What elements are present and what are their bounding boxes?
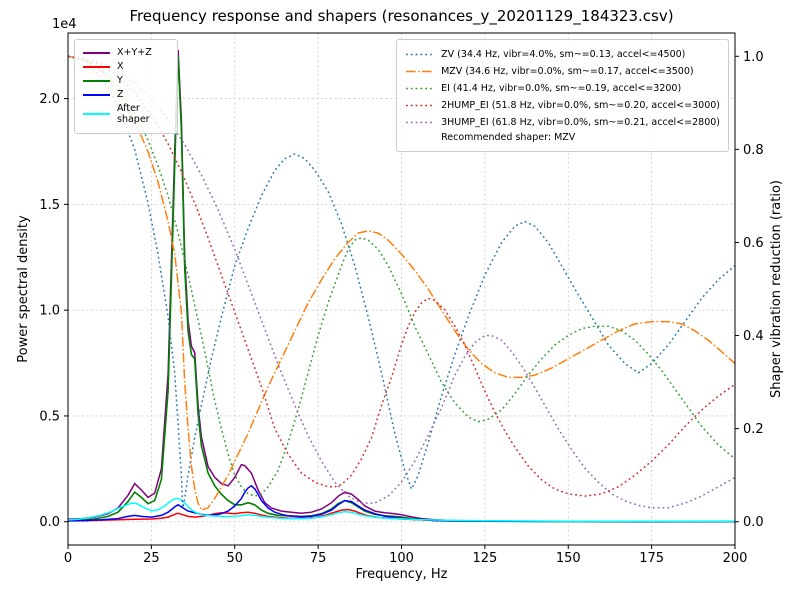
legend-item-after-shaper: After shaper [83,103,169,127]
legend-item-ei: EI (41.4 Hz, vibr=0.0%, sm~=0.19, accel<… [405,81,720,96]
legend-label: Y [117,74,123,86]
x-axis-label: Frequency, Hz [355,567,448,582]
recommended-shaper-note: Recommended shaper: MZV [441,132,576,143]
series-mzv [68,55,735,512]
legend-label: 3HUMP_EI (61.8 Hz, vibr=0.0%, sm~=0.21, … [441,116,720,128]
legend-swatch [406,53,435,56]
y-right-tick-label: 1.0 [743,50,764,65]
legend-swatch [83,113,110,116]
y-left-tick-label: 0.5 [39,409,60,424]
y-left-tick-label: 1.5 [39,198,60,213]
series-2hump-ei [68,55,735,497]
x-tick-label: 200 [723,551,748,566]
y-left-tick-label: 1.0 [39,304,60,319]
legend-item-y: Y [83,75,169,87]
legend-item-x: X [83,61,169,73]
legend-swatch [83,65,110,68]
legend-swatch [406,121,435,124]
legend-item-2hump-ei: 2HUMP_EI (51.8 Hz, vibr=0.0%, sm~=0.20, … [405,98,720,113]
series-3hump-ei [68,55,735,509]
y-axis-offset-text: 1e4 [52,17,77,32]
legend-swatch [83,93,110,96]
series-after-shaper [68,497,735,523]
legend-item-sum: X+Y+Z [83,47,169,59]
legend-label: X+Y+Z [117,47,152,58]
legend-swatch [406,87,435,90]
x-tick-label: 175 [639,551,664,566]
x-tick-label: 25 [143,551,160,566]
y-right-tick-label: 0.2 [743,422,764,437]
series-ei [68,55,735,497]
y-right-tick-label: 0.8 [743,143,764,158]
x-tick-label: 125 [472,551,497,566]
y-axis-label-left: Power spectral density [16,215,31,363]
legend-label: MZV (34.6 Hz, vibr=0.0%, sm~=0.17, accel… [441,65,694,77]
x-tick-label: 150 [556,551,581,566]
y-right-tick-label: 0.6 [743,236,764,251]
legend-label: X [117,60,124,72]
legend-swatch [83,51,110,54]
shaper-legend: ZV (34.4 Hz, vibr=4.0%, sm~=0.13, accel<… [396,39,729,152]
x-tick-label: 100 [389,551,414,566]
legend-swatch [406,104,435,107]
legend-label: EI (41.4 Hz, vibr=0.0%, sm~=0.19, accel<… [441,82,682,94]
legend-swatch [406,70,435,73]
chart-title: Frequency response and shapers (resonanc… [129,7,674,25]
series-sum [68,49,735,523]
legend-item-mzv: MZV (34.6 Hz, vibr=0.0%, sm~=0.17, accel… [405,64,720,79]
legend-item-zv: ZV (34.4 Hz, vibr=4.0%, sm~=0.13, accel<… [405,47,720,62]
legend-label: 2HUMP_EI (51.8 Hz, vibr=0.0%, sm~=0.20, … [441,99,720,111]
legend-item-z: Z [83,89,169,101]
y-right-tick-label: 0.0 [743,515,764,530]
y-left-tick-label: 2.0 [39,92,60,107]
y-left-tick-label: 0.0 [39,515,60,530]
y-right-tick-label: 0.4 [743,329,764,344]
x-tick-label: 75 [310,551,327,566]
psd-legend: X+Y+Z X Y Z After shaper [74,39,178,135]
legend-item-3hump-ei: 3HUMP_EI (61.8 Hz, vibr=0.0%, sm~=0.21, … [405,115,720,130]
x-tick-label: 50 [226,551,243,566]
y-axis-label-right: Shaper vibration reduction (ratio) [769,180,784,398]
legend-swatch [83,79,110,82]
legend-label: ZV (34.4 Hz, vibr=4.0%, sm~=0.13, accel<… [441,48,686,60]
legend-label: Z [117,88,124,100]
legend-label: After shaper [117,102,150,126]
x-tick-label: 0 [64,551,72,566]
